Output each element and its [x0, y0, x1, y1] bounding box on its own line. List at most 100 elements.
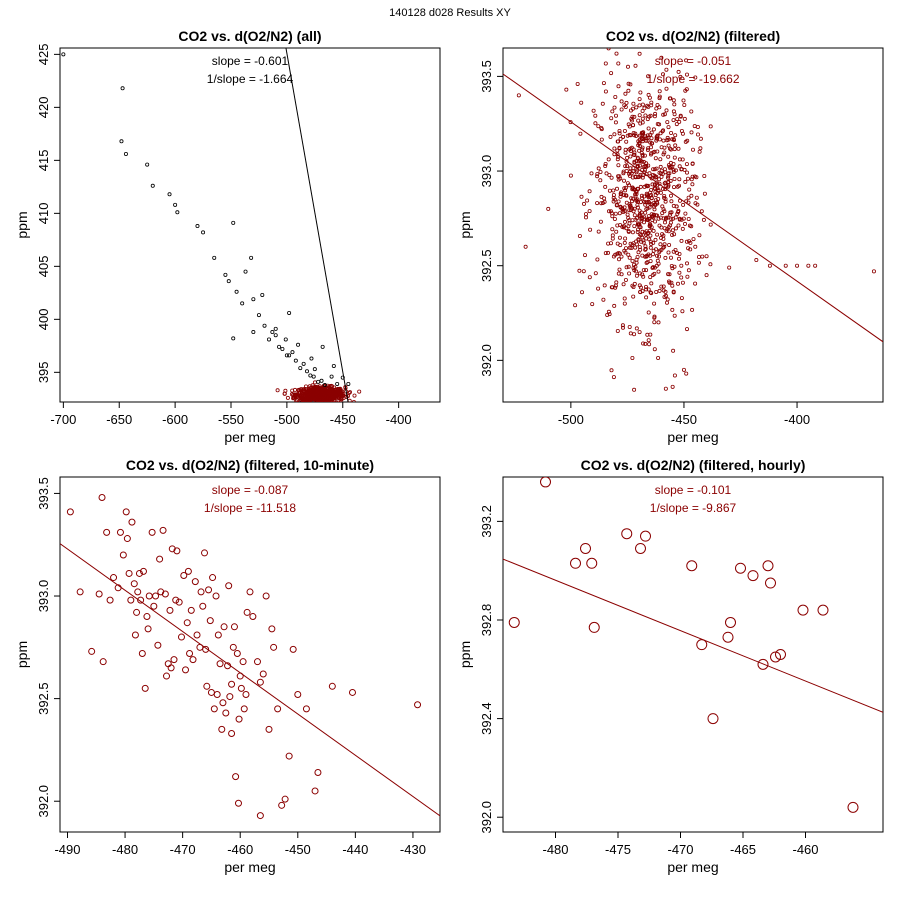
data-point — [616, 163, 621, 168]
data-point — [688, 240, 693, 245]
data-point — [637, 283, 642, 288]
data-point — [675, 117, 680, 122]
data-point — [635, 216, 640, 221]
data-point — [626, 252, 631, 257]
data-point — [220, 623, 228, 631]
data-point — [225, 582, 233, 590]
data-point — [311, 787, 319, 795]
data-point — [627, 208, 632, 213]
data-point — [671, 203, 676, 208]
data-point — [693, 244, 698, 249]
data-point — [161, 590, 169, 598]
data-point — [657, 254, 662, 259]
data-point — [568, 120, 573, 125]
x-tick-label: -500 — [558, 412, 584, 427]
data-point — [697, 149, 702, 154]
data-point — [145, 162, 150, 167]
data-point — [668, 223, 673, 228]
data-point — [653, 111, 658, 116]
data-point — [618, 136, 623, 141]
data-point — [623, 219, 628, 224]
data-point — [583, 253, 588, 258]
data-point — [613, 120, 618, 125]
data-point — [646, 92, 651, 97]
data-point — [626, 88, 631, 93]
data-point — [657, 170, 662, 175]
data-point — [632, 224, 637, 229]
data-point — [620, 323, 625, 328]
data-point — [669, 199, 674, 204]
data-point — [684, 58, 689, 63]
data-point — [623, 236, 628, 241]
data-point — [630, 258, 635, 263]
data-point — [337, 393, 342, 398]
data-point — [573, 303, 578, 308]
data-point — [596, 286, 601, 291]
data-point — [686, 246, 691, 251]
data-point — [702, 191, 707, 196]
data-point — [632, 150, 637, 155]
data-point — [610, 285, 615, 290]
data-point — [191, 578, 199, 586]
data-point — [645, 103, 650, 108]
data-point — [643, 341, 648, 346]
data-point — [687, 223, 692, 228]
x-tick-label: -400 — [386, 412, 412, 427]
data-point — [618, 194, 623, 199]
data-point — [636, 227, 641, 232]
data-point — [608, 209, 613, 214]
data-point — [681, 98, 686, 103]
data-point — [628, 133, 633, 138]
data-point — [637, 51, 642, 56]
data-point — [348, 688, 356, 696]
data-point — [184, 567, 192, 575]
data-point — [642, 106, 647, 111]
data-point — [312, 389, 317, 394]
data-point — [690, 182, 695, 187]
data-point — [287, 310, 292, 315]
data-point — [616, 84, 621, 89]
data-point — [292, 392, 297, 397]
data-point — [668, 212, 673, 217]
data-point — [648, 140, 653, 145]
data-point — [655, 190, 660, 195]
data-point — [669, 263, 674, 268]
data-point — [677, 270, 682, 275]
data-point — [540, 477, 551, 488]
data-point — [186, 649, 194, 657]
data-point — [646, 104, 651, 109]
data-point — [635, 542, 646, 554]
data-point — [98, 494, 106, 502]
data-point — [665, 226, 670, 231]
data-point — [61, 52, 66, 57]
data-point — [634, 326, 639, 331]
data-point — [685, 170, 690, 175]
data-point — [131, 631, 139, 639]
data-point — [628, 208, 633, 213]
data-point — [686, 216, 691, 221]
data-point — [66, 508, 74, 516]
data-point — [645, 332, 650, 337]
data-point — [600, 101, 605, 106]
data-point — [141, 684, 149, 692]
data-point — [618, 204, 623, 209]
data-point — [177, 633, 185, 641]
data-point — [645, 194, 650, 199]
data-point — [656, 269, 661, 274]
data-point — [681, 216, 686, 221]
data-point — [655, 136, 660, 141]
data-point — [679, 238, 684, 243]
data-point — [653, 198, 658, 203]
data-point — [301, 398, 305, 402]
data-point — [647, 205, 652, 210]
data-point — [249, 613, 257, 621]
data-point — [609, 71, 614, 76]
data-point — [598, 169, 603, 174]
data-point — [634, 105, 639, 110]
data-point — [596, 229, 601, 234]
data-point — [670, 228, 675, 233]
y-tick-label: 410 — [36, 202, 51, 224]
data-point — [289, 645, 297, 653]
data-point — [651, 240, 656, 245]
data-point — [632, 387, 637, 392]
